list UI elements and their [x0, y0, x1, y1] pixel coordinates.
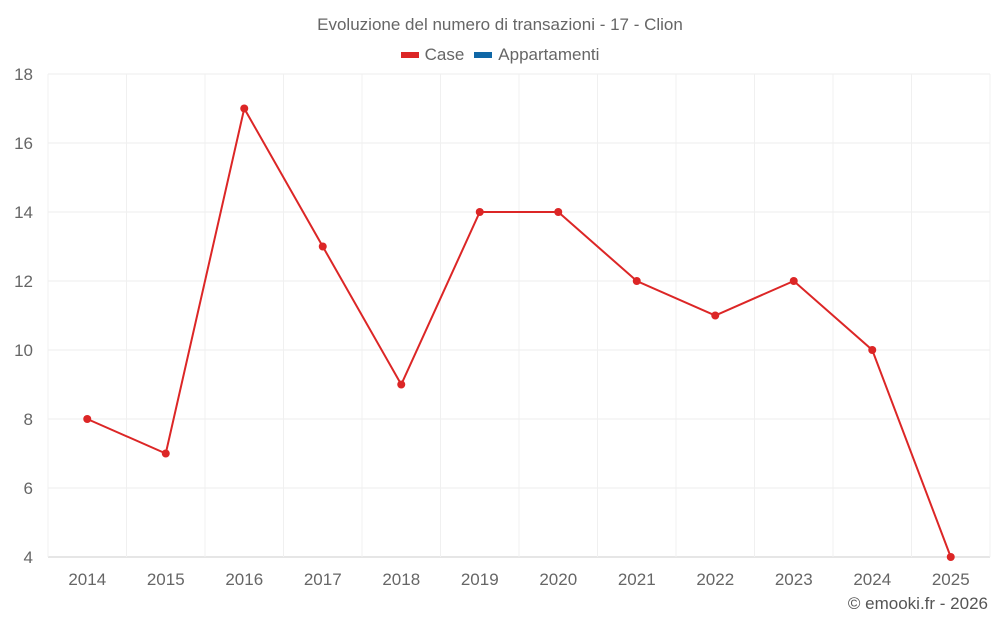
- y-tick-label: 14: [14, 203, 33, 222]
- x-tick-label: 2025: [932, 570, 970, 589]
- x-tick-label: 2023: [775, 570, 813, 589]
- data-point: [632, 277, 641, 285]
- y-tick-label: 18: [14, 65, 33, 84]
- data-point: [83, 415, 92, 423]
- legend: Case Appartamenti: [0, 45, 1000, 65]
- y-tick-label: 8: [24, 410, 33, 429]
- x-tick-label: 2017: [304, 570, 342, 589]
- legend-label-appartamenti: Appartamenti: [498, 45, 600, 64]
- data-point: [318, 242, 327, 251]
- x-tick-label: 2021: [618, 570, 656, 589]
- x-tick-label: 2016: [225, 570, 263, 589]
- legend-swatch-case: [400, 52, 419, 58]
- data-point: [946, 553, 955, 561]
- chart-title: Evoluzione del numero di transazioni - 1…: [317, 15, 683, 34]
- legend-item-appartamenti[interactable]: Appartamenti: [474, 45, 599, 65]
- y-tick-label: 10: [14, 341, 33, 360]
- x-tick-label: 2018: [382, 570, 420, 589]
- series-line-case: [86, 105, 952, 558]
- data-point: [475, 208, 484, 216]
- legend-swatch-appartamenti: [474, 52, 493, 58]
- data-point: [397, 380, 406, 389]
- y-tick-label: 6: [24, 479, 33, 498]
- y-tick-label: 16: [14, 134, 33, 153]
- x-tick-label: 2014: [68, 570, 106, 589]
- data-point: [240, 104, 249, 113]
- x-tick-label: 2015: [147, 570, 185, 589]
- x-tick-label: 2024: [853, 570, 891, 589]
- legend-label-case: Case: [424, 45, 465, 64]
- data-point: [711, 311, 720, 320]
- credit: © emooki.fr - 2026: [847, 594, 988, 613]
- y-tick-label: 4: [24, 548, 33, 567]
- y-tick-label: 12: [14, 272, 33, 291]
- data-point: [554, 208, 563, 216]
- x-tick-label: 2020: [539, 570, 577, 589]
- data-point: [789, 277, 798, 285]
- data-point: [161, 449, 170, 458]
- data-point: [868, 346, 877, 354]
- legend-item-case[interactable]: Case: [400, 45, 465, 65]
- x-tick-label: 2019: [461, 570, 499, 589]
- x-tick-label: 2022: [696, 570, 734, 589]
